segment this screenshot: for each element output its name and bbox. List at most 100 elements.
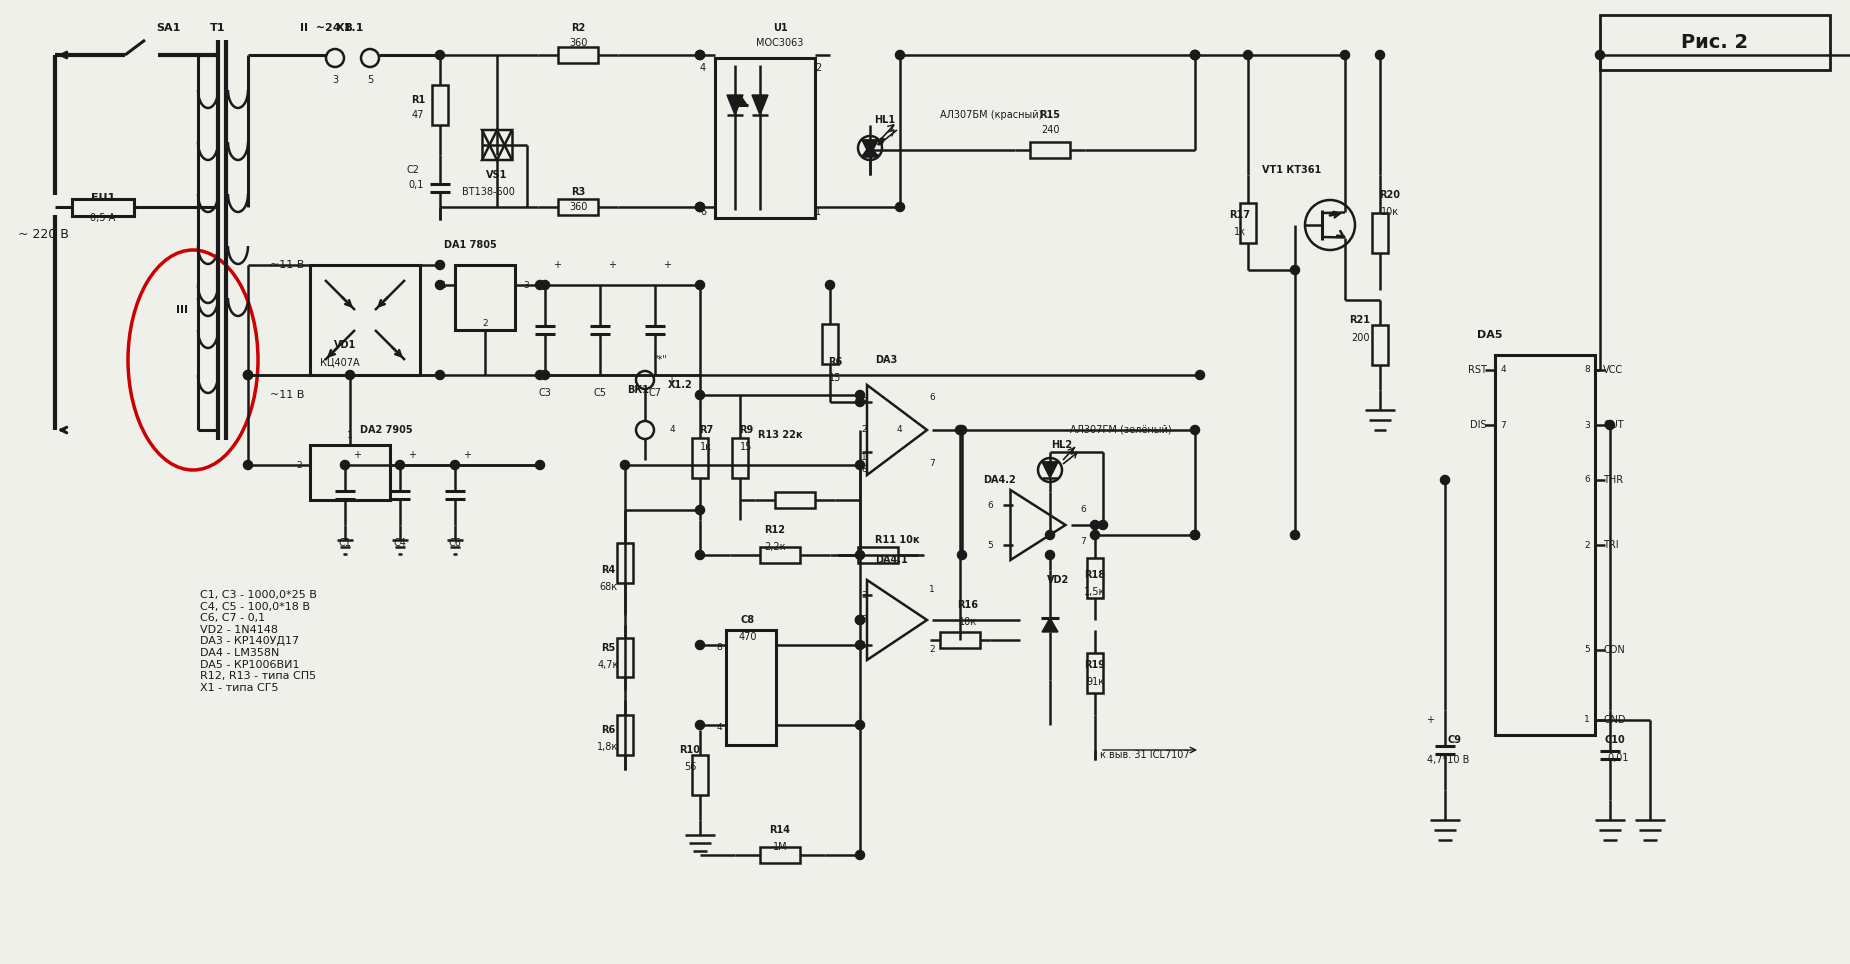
Text: 0,5 А: 0,5 А [91, 213, 115, 223]
Text: 1: 1 [816, 207, 821, 217]
Text: 1,8к: 1,8к [598, 742, 618, 752]
Circle shape [857, 721, 864, 729]
Text: 6: 6 [988, 500, 993, 510]
Circle shape [1191, 51, 1199, 59]
Text: R11 10к: R11 10к [875, 535, 919, 545]
Text: DA3: DA3 [875, 355, 897, 365]
Text: X1.2: X1.2 [668, 380, 692, 390]
Text: R16: R16 [958, 600, 979, 610]
Text: C10: C10 [1604, 735, 1626, 745]
Bar [692, 438, 709, 477]
Circle shape [396, 461, 403, 469]
Text: 1,5к: 1,5к [1084, 587, 1106, 597]
Text: +: + [609, 260, 616, 270]
Text: R5: R5 [601, 643, 614, 653]
Text: 5: 5 [988, 541, 993, 549]
Bar [1373, 325, 1388, 365]
Circle shape [622, 461, 629, 469]
Circle shape [1376, 51, 1384, 59]
Text: 4,7*10 В: 4,7*10 В [1426, 755, 1469, 765]
Text: 2: 2 [483, 318, 488, 328]
Text: 6: 6 [1584, 475, 1589, 485]
Circle shape [895, 203, 905, 211]
Circle shape [857, 851, 864, 859]
Bar [714, 58, 816, 218]
Bar [1495, 355, 1595, 735]
Text: C3: C3 [538, 388, 551, 398]
Text: R10: R10 [679, 745, 701, 755]
Text: 4: 4 [716, 722, 722, 732]
Circle shape [857, 551, 864, 559]
Text: R19: R19 [1084, 660, 1106, 670]
Circle shape [958, 426, 966, 434]
Bar [1030, 142, 1069, 158]
Text: 15: 15 [740, 442, 753, 452]
Text: R17: R17 [1230, 210, 1251, 220]
Text: 47: 47 [413, 110, 424, 120]
Text: 0,01: 0,01 [1608, 753, 1628, 763]
Text: HL1: HL1 [875, 115, 895, 125]
Circle shape [825, 281, 834, 289]
Text: HL2: HL2 [1051, 440, 1073, 450]
Text: R7: R7 [699, 425, 712, 435]
Circle shape [346, 371, 353, 379]
Text: 4: 4 [699, 63, 707, 73]
Text: R9: R9 [738, 425, 753, 435]
Circle shape [1441, 476, 1449, 484]
Text: 200: 200 [1350, 333, 1369, 343]
Text: GND: GND [1602, 715, 1626, 725]
Text: 7: 7 [929, 460, 934, 469]
Text: 2: 2 [862, 425, 868, 435]
Text: C8: C8 [742, 615, 755, 625]
Polygon shape [862, 140, 879, 156]
Circle shape [244, 461, 252, 469]
Text: C5: C5 [594, 388, 607, 398]
Text: 2: 2 [814, 63, 821, 73]
Text: 3: 3 [524, 281, 529, 289]
Bar [311, 445, 390, 500]
Bar [1373, 212, 1388, 253]
Text: АЛ307ГМ (зелёный): АЛ307ГМ (зелёный) [1069, 425, 1171, 435]
Circle shape [696, 641, 705, 649]
Text: VCC: VCC [1602, 365, 1622, 375]
Circle shape [696, 506, 705, 514]
Text: DIS: DIS [1471, 420, 1487, 430]
Text: 2: 2 [862, 615, 868, 625]
Bar [559, 47, 598, 63]
Text: +: + [409, 450, 416, 460]
Bar [618, 638, 633, 677]
Text: R3: R3 [572, 187, 585, 197]
Circle shape [958, 551, 966, 559]
Circle shape [696, 551, 705, 559]
Circle shape [857, 398, 864, 406]
Text: VS1: VS1 [487, 170, 507, 180]
Circle shape [1191, 531, 1199, 539]
Polygon shape [751, 95, 768, 115]
Text: R12: R12 [764, 525, 786, 535]
Text: 91к: 91к [1086, 677, 1104, 687]
Text: R18: R18 [1084, 570, 1106, 580]
Bar [1088, 653, 1103, 692]
Circle shape [857, 616, 864, 624]
Text: THR: THR [1602, 475, 1622, 485]
Text: "*": "*" [653, 355, 666, 365]
Text: SA1: SA1 [155, 23, 179, 33]
Polygon shape [1042, 618, 1058, 632]
Circle shape [1291, 531, 1299, 539]
Text: 2,2к: 2,2к [764, 542, 786, 552]
Text: C7: C7 [649, 388, 662, 398]
Circle shape [536, 371, 544, 379]
Text: ВТ138-600: ВТ138-600 [461, 187, 514, 197]
Text: 360: 360 [568, 38, 586, 48]
Text: 68к: 68к [599, 582, 618, 592]
Text: 240: 240 [1042, 125, 1060, 135]
Bar [821, 324, 838, 363]
Text: ~11 В: ~11 В [270, 390, 305, 400]
Circle shape [1291, 266, 1299, 274]
Text: 1: 1 [860, 453, 868, 463]
Circle shape [540, 371, 549, 379]
Text: CON: CON [1602, 645, 1624, 655]
Text: DA5: DA5 [1478, 330, 1502, 340]
Circle shape [696, 51, 705, 59]
Text: 1к: 1к [1234, 227, 1247, 237]
